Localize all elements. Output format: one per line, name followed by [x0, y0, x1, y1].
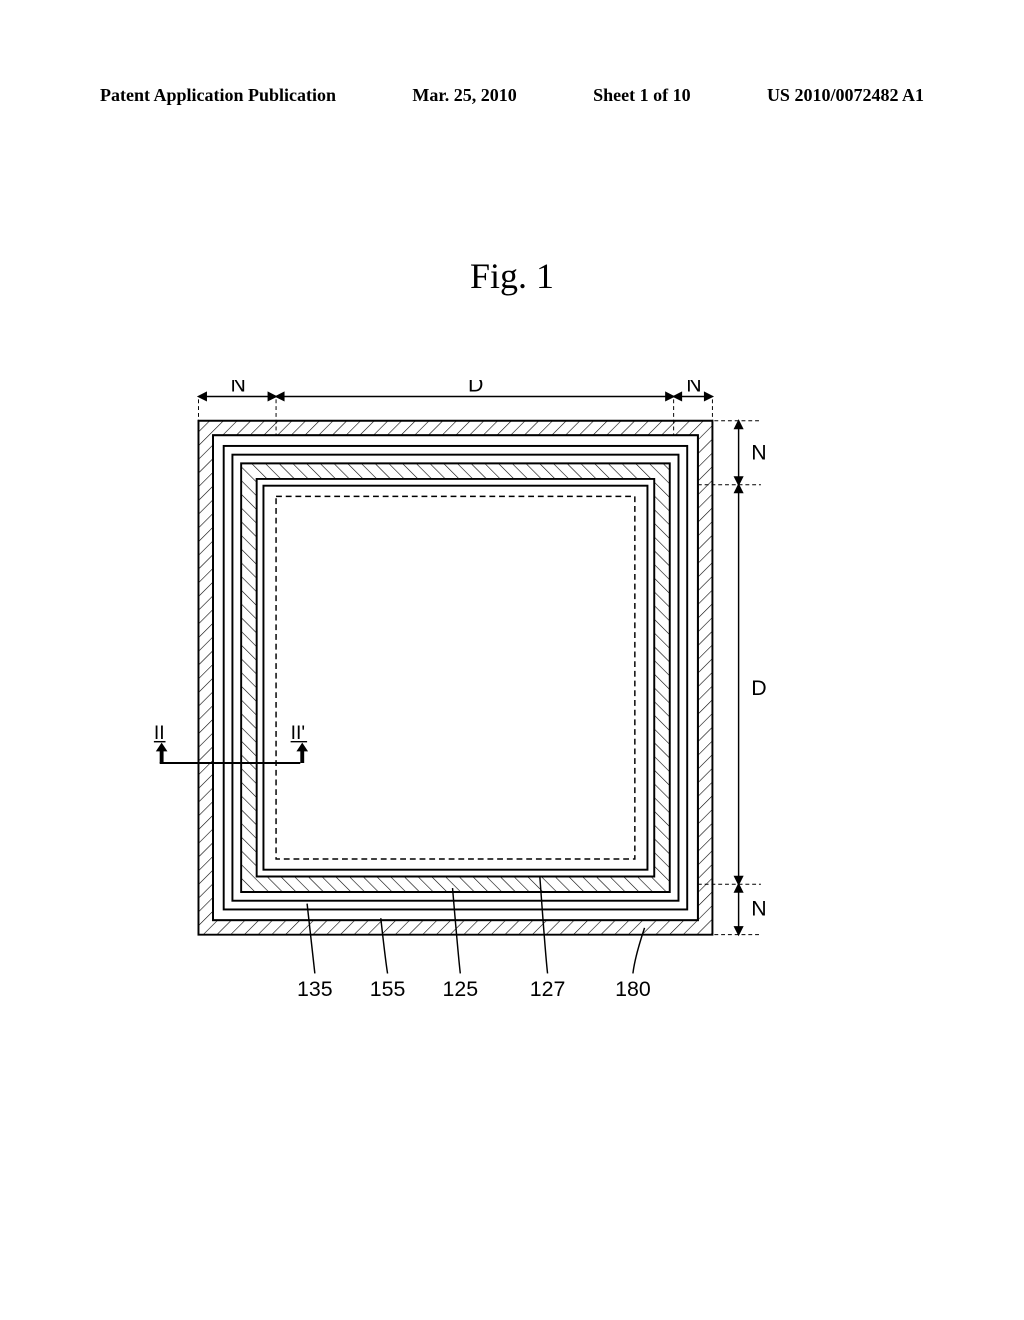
patent-diagram: N D N N D N II II' 135 155 125 127 180: [130, 380, 810, 1020]
dim-label-d-right: D: [751, 676, 766, 700]
cross-section-ii: II: [154, 722, 165, 744]
publication-type: Patent Application Publication: [100, 85, 336, 106]
top-dimensions: [198, 393, 712, 401]
publication-date: Mar. 25, 2010: [412, 85, 516, 106]
dim-label-n-top-right: N: [686, 380, 701, 397]
ref-num-125: 125: [443, 977, 479, 1001]
figure-title: Fig. 1: [470, 255, 554, 297]
ref-num-127: 127: [530, 977, 566, 1001]
ref-num-180: 180: [615, 977, 651, 1001]
right-dimensions: [735, 421, 743, 935]
ref-num-135: 135: [297, 977, 333, 1001]
ref-num-155: 155: [370, 977, 406, 1001]
sheet-info: Sheet 1 of 10: [593, 85, 691, 106]
page-header: Patent Application Publication Mar. 25, …: [100, 85, 924, 106]
dim-label-n-top-left: N: [230, 380, 245, 397]
dim-label-n-right-bottom: N: [751, 896, 766, 920]
cross-section-ii-prime: II': [291, 722, 305, 744]
dim-label-n-right-top: N: [751, 441, 766, 465]
publication-number: US 2010/0072482 A1: [767, 85, 924, 106]
dim-label-d-top: D: [468, 380, 483, 397]
